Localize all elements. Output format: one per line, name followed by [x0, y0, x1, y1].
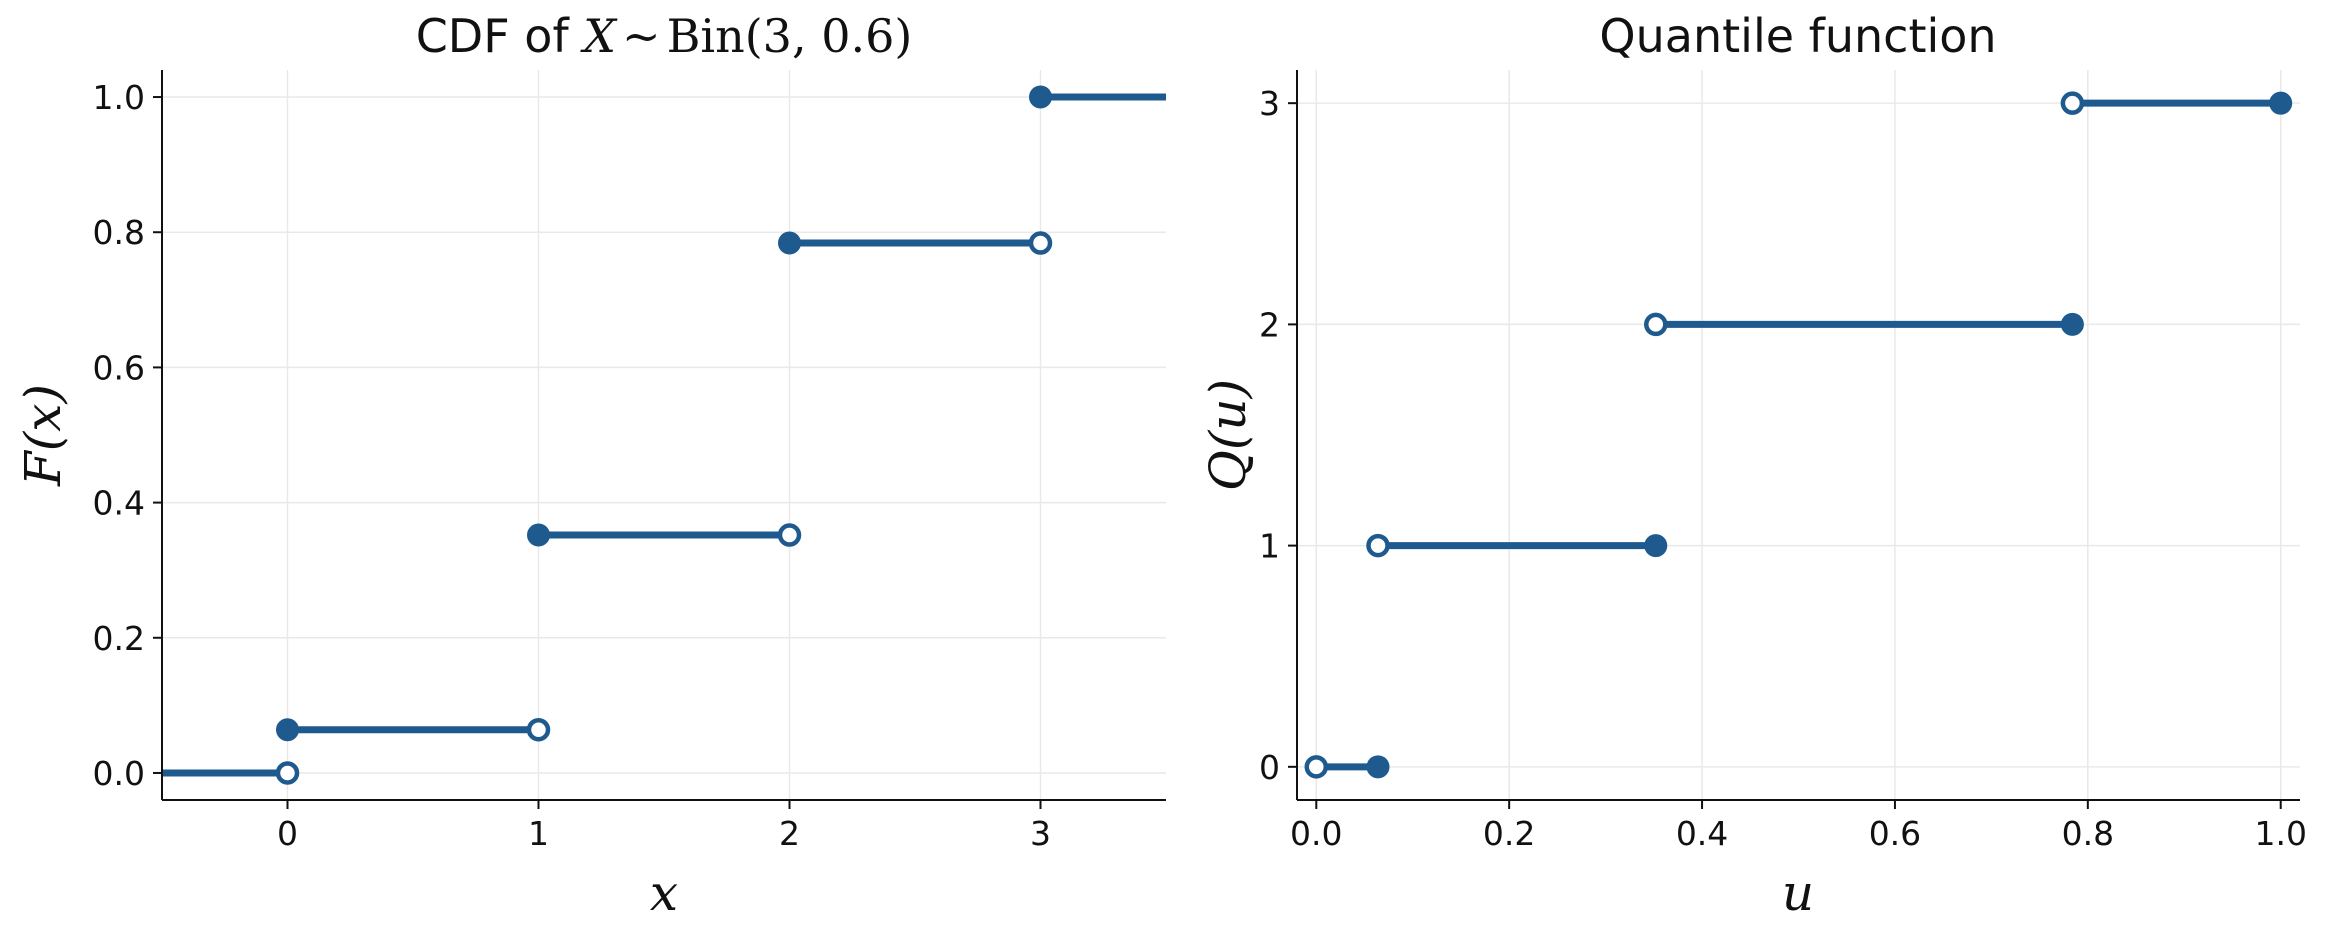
quantile-y-tick-label-3: 3 — [1259, 84, 1280, 123]
quantile-x-tick-label-2: 0.4 — [1676, 814, 1728, 853]
cdf-x-axis-label: x — [650, 864, 678, 922]
quantile-marks — [1304, 91, 2293, 779]
quantile-open-point-1 — [1366, 533, 1390, 558]
cdf-x-tick-label-3: 3 — [1030, 814, 1051, 853]
cdf-y-tick-label-0: 0.0 — [93, 754, 145, 793]
cdf-open-point-1 — [526, 717, 551, 742]
quantile-x-tick-label-4: 0.8 — [2062, 814, 2114, 853]
quantile-y-axis-label: Q(u) — [1199, 379, 1257, 491]
cdf-open-point-2 — [777, 523, 802, 547]
cdf-x-tick-label-1: 1 — [528, 814, 549, 853]
quantile-open-point-2 — [1644, 312, 1668, 337]
cdf-marks — [162, 85, 1166, 785]
quantile-x-axis-label: u — [1782, 864, 1814, 922]
cdf-chart: CDF of X ~ Bin(3, 0.6) 0 1 2 3 0.0 0.2 0.4 0.6 0.8… — [14, 9, 1166, 922]
quantile-x-tick-label-3: 0.6 — [1869, 814, 1921, 853]
cdf-axes: 0 1 2 3 0.0 0.2 0.4 0.6 0.8 1.0 — [93, 70, 1166, 853]
quantile-x-tick-label-5: 1.0 — [2254, 814, 2306, 853]
cdf-chart-title: CDF of X ~ Bin(3, 0.6) — [416, 9, 913, 63]
cdf-x-tick-label-0: 0 — [277, 814, 298, 853]
cdf-y-tick-label-1: 0.2 — [93, 619, 145, 658]
cdf-closed-point-0 — [276, 718, 299, 742]
cdf-grid — [162, 70, 1166, 800]
quantile-y-tick-label-2: 2 — [1259, 305, 1280, 344]
quantile-x-tick-label-0: 0.0 — [1290, 814, 1342, 853]
quantile-closed-point-3 — [2269, 91, 2293, 115]
cdf-closed-point-2 — [778, 231, 801, 255]
cdf-y-tick-label-2: 0.4 — [93, 484, 145, 523]
cdf-y-tick-label-5: 1.0 — [93, 78, 145, 117]
cdf-y-tick-label-3: 0.6 — [93, 348, 145, 387]
quantile-closed-point-2 — [2060, 312, 2084, 336]
quantile-grid — [1297, 70, 2300, 800]
quantile-y-tick-label-0: 0 — [1259, 748, 1280, 787]
cdf-closed-point-1 — [527, 523, 550, 547]
quantile-chart-title: Quantile function — [1599, 9, 1996, 63]
quantile-open-point-0 — [1304, 755, 1329, 779]
cdf-open-point-0 — [275, 761, 300, 785]
quantile-axes: 0.0 0.2 0.4 0.6 0.8 1.0 0 1 2 3 — [1259, 70, 2307, 853]
quantile-closed-point-1 — [1644, 534, 1668, 558]
cdf-open-point-3 — [1028, 231, 1053, 255]
cdf-x-tick-label-2: 2 — [779, 814, 800, 853]
quantile-open-point-3 — [2060, 91, 2085, 115]
cdf-y-axis-label: F(x) — [14, 384, 72, 487]
cdf-y-tick-label-4: 0.8 — [93, 213, 145, 252]
quantile-chart: Quantile function 0.0 0.2 0.4 0.6 0.8 1.0 0 1 2 3… — [1199, 9, 2307, 922]
quantile-y-tick-label-1: 1 — [1259, 527, 1280, 566]
quantile-closed-point-0 — [1366, 755, 1390, 779]
quantile-x-tick-label-1: 0.2 — [1483, 814, 1535, 853]
cdf-closed-point-3 — [1029, 85, 1052, 109]
